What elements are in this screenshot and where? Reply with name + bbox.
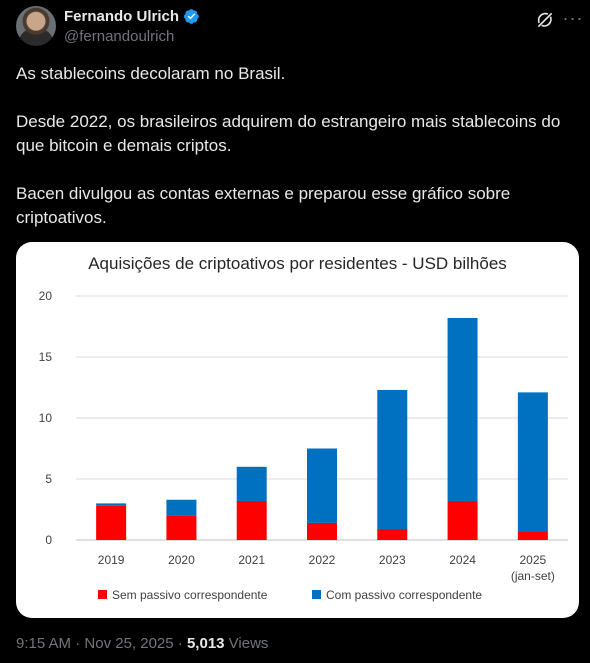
bar-segment-com-passivo: [377, 389, 408, 530]
views-label: Views: [224, 635, 269, 652]
author-name-row: Fernando Ulrich: [64, 8, 200, 25]
bar-segment-com-passivo: [166, 499, 197, 516]
tweet-text: As stablecoins decolaram no Brasil. Desd…: [16, 62, 582, 254]
y-tick-label: 10: [39, 411, 53, 425]
media-card[interactable]: Aquisições de criptoativos por residente…: [16, 242, 579, 618]
tweet-paragraph: As stablecoins decolaram no Brasil.: [16, 64, 286, 83]
y-tick-label: 20: [39, 289, 53, 303]
author-handle[interactable]: @fernandoulrich: [64, 28, 175, 45]
meta-separator: ·: [173, 635, 187, 652]
bar-segment-com-passivo: [96, 503, 127, 506]
x-tick-label: 2025: [520, 553, 547, 567]
legend-label: Com passivo correspondente: [326, 588, 482, 602]
tweet-time[interactable]: 9:15 AM: [16, 635, 72, 652]
bar-segment-sem-passivo: [96, 505, 127, 540]
bar-segment-com-passivo: [307, 448, 337, 523]
bar-segment-sem-passivo: [236, 500, 267, 540]
grok-icon[interactable]: [535, 10, 555, 30]
tweet-paragraph: Desde 2022, os brasileiros adquirem do e…: [16, 112, 561, 155]
verified-badge-icon: [183, 9, 199, 24]
author-name[interactable]: Fernando Ulrich: [64, 8, 180, 25]
x-tick-label: 2024: [449, 553, 476, 567]
legend-swatch: [98, 590, 107, 599]
x-tick-label: 2022: [309, 553, 336, 567]
tweet-header: Fernando Ulrich @fernandoulrich ···: [16, 6, 582, 50]
bar-segment-sem-passivo: [517, 531, 548, 540]
bar-segment-com-passivo: [236, 466, 267, 501]
chart-title: Aquisições de criptoativos por residente…: [88, 254, 507, 273]
x-tick-sublabel: (jan-set): [511, 569, 555, 583]
y-tick-label: 15: [39, 350, 53, 364]
bar-segment-sem-passivo: [166, 515, 197, 540]
x-tick-label: 2023: [379, 553, 406, 567]
bar-segment-sem-passivo: [307, 522, 337, 540]
tweet-date[interactable]: Nov 25, 2025: [84, 635, 174, 652]
legend-label: Sem passivo correspondente: [112, 588, 268, 602]
bar-segment-sem-passivo: [377, 529, 408, 540]
legend-swatch: [312, 590, 321, 599]
tweet-meta: 9:15 AM · Nov 25, 2025 · 5,013 Views: [16, 635, 268, 652]
y-tick-label: 0: [45, 533, 52, 547]
bar-segment-sem-passivo: [447, 500, 478, 540]
bar-segment-com-passivo: [517, 392, 548, 532]
views-count: 5,013: [186, 635, 225, 652]
bar-segment-com-passivo: [447, 317, 478, 501]
more-icon[interactable]: ···: [562, 8, 584, 28]
x-tick-label: 2019: [98, 553, 125, 567]
tweet-paragraph: Bacen divulgou as contas externas e prep…: [16, 184, 511, 227]
bar-chart: 0 5 10 15 20 2019 2020 2021 2022 2023 2024 2025 (jan…: [39, 289, 568, 602]
x-tick-label: 2020: [168, 553, 195, 567]
avatar[interactable]: [16, 6, 56, 46]
meta-separator: ·: [71, 635, 85, 652]
y-tick-label: 5: [45, 472, 52, 486]
x-tick-label: 2021: [238, 553, 265, 567]
